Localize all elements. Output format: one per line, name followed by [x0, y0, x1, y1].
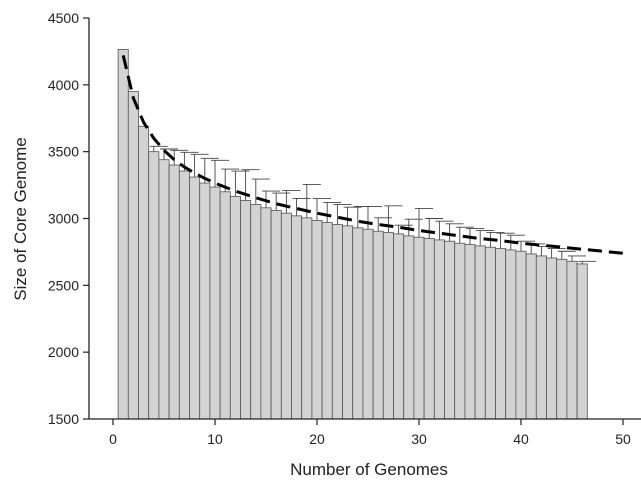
bar	[556, 258, 568, 420]
y-tick-label: 3500	[48, 144, 79, 160]
bar	[454, 242, 466, 420]
x-tick-label: 50	[615, 431, 631, 447]
bar	[148, 151, 160, 420]
bar	[240, 200, 252, 420]
bar	[515, 250, 527, 420]
bar	[138, 125, 150, 420]
bar	[444, 240, 456, 420]
bar	[250, 204, 262, 420]
bar	[178, 170, 190, 420]
bar	[352, 227, 364, 420]
y-tick-label: 4500	[48, 10, 79, 26]
bar	[484, 246, 496, 420]
bar	[229, 196, 241, 420]
fit-curve-layer	[121, 55, 624, 255]
bar	[393, 233, 405, 420]
bar	[280, 212, 292, 420]
bar	[403, 235, 415, 420]
bar	[168, 164, 180, 420]
y-tick-label: 3000	[48, 211, 79, 227]
x-tick-label: 20	[309, 431, 325, 447]
bar	[566, 260, 578, 420]
bar	[546, 257, 558, 420]
bar	[311, 220, 323, 420]
bar	[362, 228, 374, 420]
bar	[117, 49, 129, 420]
x-tick-label: 0	[109, 431, 117, 447]
error-bars-layer	[149, 145, 597, 264]
bar	[423, 238, 435, 420]
fit-curve	[121, 55, 624, 255]
bar	[127, 91, 139, 420]
bar	[260, 207, 272, 420]
x-tick-label: 40	[513, 431, 529, 447]
y-tick-label: 2000	[48, 344, 79, 360]
x-tick-label: 30	[411, 431, 427, 447]
bar	[505, 249, 517, 420]
y-tick-label: 4000	[48, 77, 79, 93]
y-axis-title: Size of Core Genome	[11, 137, 30, 300]
y-tick-label: 1500	[48, 411, 79, 427]
bar	[495, 248, 507, 420]
bar	[331, 224, 343, 420]
ticks-layer: 1500 2000 2500 3000 3500 4000 4500 0 10 20 30 40 50	[48, 10, 631, 447]
bar	[321, 222, 333, 420]
bar	[189, 176, 201, 420]
x-axis-title: Number of Genomes	[290, 460, 448, 479]
bars-layer	[117, 49, 588, 420]
bar	[199, 182, 211, 420]
y-tick-label: 2500	[48, 277, 79, 293]
bar	[342, 225, 354, 420]
bar	[270, 210, 282, 420]
bar	[372, 230, 384, 420]
x-tick-label: 10	[207, 431, 223, 447]
bar	[474, 245, 486, 420]
bar	[219, 191, 231, 420]
bar	[535, 255, 547, 420]
bar	[209, 186, 221, 420]
bar	[413, 236, 425, 420]
bar	[158, 159, 170, 420]
bar	[433, 239, 445, 420]
bar	[525, 253, 537, 420]
bar	[291, 215, 303, 420]
bar	[301, 217, 313, 420]
bar	[382, 232, 394, 420]
bar	[464, 244, 476, 420]
bar	[576, 263, 588, 420]
